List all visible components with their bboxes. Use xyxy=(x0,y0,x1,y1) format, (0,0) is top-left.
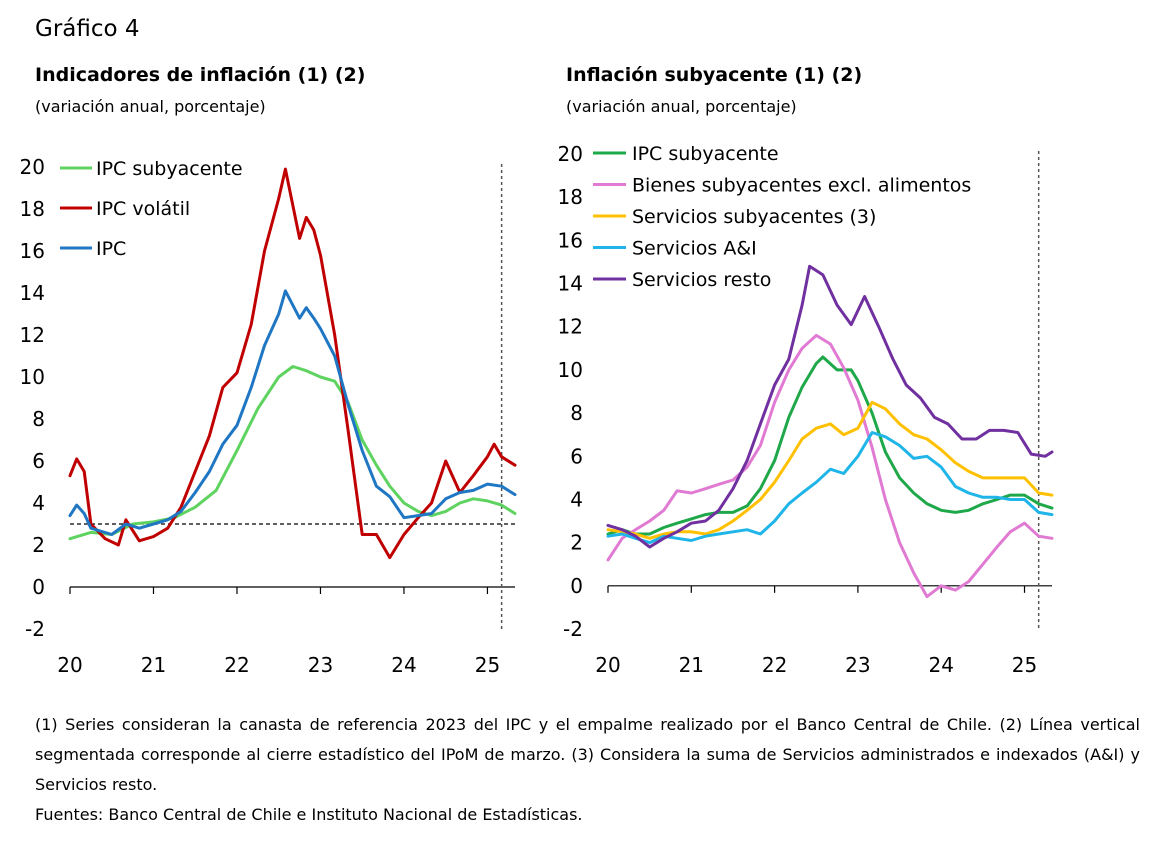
left-x-tick-label: 23 xyxy=(308,653,333,677)
sources-text: Fuentes: Banco Central de Chile e Instit… xyxy=(35,805,583,824)
right-y-tick-label: 20 xyxy=(558,142,583,166)
left-legend-label: IPC subyacente xyxy=(96,158,243,180)
right-chart-title: Inflación subyacente (1) (2) xyxy=(566,64,863,86)
right-series-line xyxy=(606,355,1054,536)
left-x-tick-label: 22 xyxy=(224,653,249,677)
left-x-tick-label: 20 xyxy=(57,653,82,677)
right-x-tick-label: 25 xyxy=(1012,653,1037,677)
right-x-tick-label: 22 xyxy=(762,653,787,677)
left-y-tick-label: 18 xyxy=(20,197,45,221)
right-y-tick-label: 2 xyxy=(570,531,583,555)
left-y-tick-label: 20 xyxy=(20,155,45,179)
right-series-line xyxy=(606,431,1054,545)
right-x-tick-label: 24 xyxy=(928,653,953,677)
right-legend-label: Servicios A&I xyxy=(632,238,757,260)
right-y-tick-label: 0 xyxy=(570,574,583,598)
left-legend-label: IPC volátil xyxy=(96,198,190,220)
left-y-tick-label: 14 xyxy=(20,281,45,305)
left-y-tick-label: -2 xyxy=(25,617,45,641)
left-y-tick-label: 12 xyxy=(20,323,45,347)
right-series-line xyxy=(606,400,1054,540)
right-series-line xyxy=(606,264,1054,549)
left-y-tick-label: 0 xyxy=(32,575,45,599)
right-legend-label: IPC subyacente xyxy=(632,143,779,165)
left-x-tick-label: 25 xyxy=(475,653,500,677)
right-legend-label: Bienes subyacentes excl. alimentos xyxy=(632,175,971,197)
right-legend-label: Servicios resto xyxy=(632,269,771,291)
right-y-tick-label: 6 xyxy=(570,444,583,468)
figure-label: Gráfico 4 xyxy=(35,16,140,42)
left-series-line xyxy=(68,289,517,536)
left-y-tick-label: 10 xyxy=(20,365,45,389)
left-y-tick-label: 8 xyxy=(32,407,45,431)
footnote-text: (1) Series consideran la canasta de refe… xyxy=(35,715,1140,794)
right-y-tick-label: 8 xyxy=(570,401,583,425)
right-series-line xyxy=(606,333,1054,599)
right-x-tick-label: 23 xyxy=(845,653,870,677)
left-y-tick-label: 6 xyxy=(32,449,45,473)
right-y-tick-label: 18 xyxy=(558,185,583,209)
right-x-tick-label: 21 xyxy=(679,653,704,677)
left-chart-title: Indicadores de inflación (1) (2) xyxy=(35,64,366,86)
left-y-tick-label: 16 xyxy=(20,239,45,263)
right-chart-subtitle: (variación anual, porcentaje) xyxy=(566,97,797,116)
left-y-tick-label: 2 xyxy=(32,533,45,557)
right-x-tick-label: 20 xyxy=(595,653,620,677)
left-x-tick-label: 21 xyxy=(141,653,166,677)
left-x-tick-label: 24 xyxy=(391,653,416,677)
right-legend-label: Servicios subyacentes (3) xyxy=(632,206,876,228)
right-y-tick-label: -2 xyxy=(563,617,583,641)
right-y-tick-label: 16 xyxy=(558,228,583,252)
left-legend-label: IPC xyxy=(96,238,126,260)
right-y-tick-label: 12 xyxy=(558,315,583,339)
right-y-tick-label: 10 xyxy=(558,358,583,382)
left-chart-subtitle: (variación anual, porcentaje) xyxy=(35,97,266,116)
right-y-tick-label: 4 xyxy=(570,487,583,511)
left-y-tick-label: 4 xyxy=(32,491,45,515)
footnotes: (1) Series consideran la canasta de refe… xyxy=(35,710,1140,830)
right-y-tick-label: 14 xyxy=(558,272,583,296)
